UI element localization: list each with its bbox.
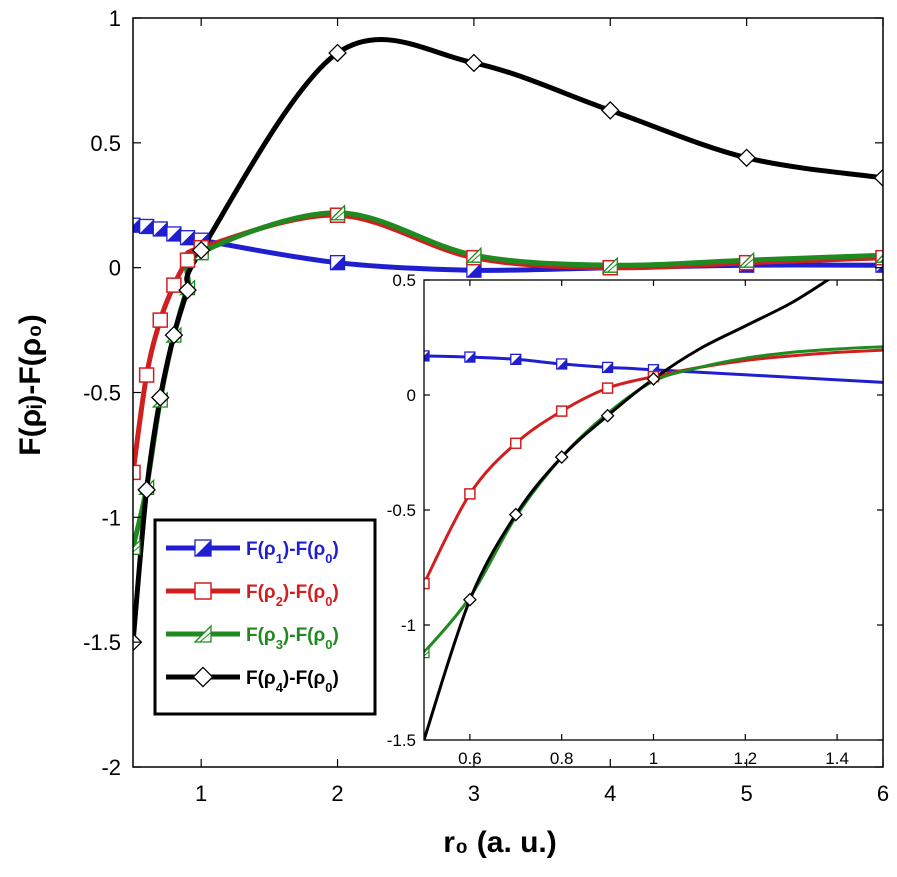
inset-series-3-point [424, 646, 430, 659]
main-series-2-point [133, 464, 141, 481]
inset-series-2-point [555, 405, 568, 417]
inset-x-tick-label: 1.2 [733, 749, 757, 768]
main-y-tick-label: 1 [109, 6, 121, 31]
inset-x-tick-label: 1 [649, 749, 658, 768]
main-series-line-4 [133, 37, 883, 645]
legend-item-1: F(ρ1)-F(ρ0) [166, 539, 339, 566]
main-series-3-point [133, 538, 141, 555]
inset-series-1-point [510, 353, 522, 366]
main-series-4-point [873, 168, 883, 188]
main-y-tick-label: -1 [101, 505, 121, 530]
inset-series-4-point [462, 592, 477, 607]
inset-series-2-point [601, 382, 614, 394]
main-y-tick-label: 0.5 [90, 131, 121, 156]
main-series-3-point [328, 204, 346, 221]
inset-series-4-point [554, 450, 569, 465]
main-plot: 1 2 3 4 5 6 -2 -1.5 -1 -0.5 0 0.5 1 [83, 6, 889, 806]
main-series-4-point [464, 53, 484, 73]
legend-marker [194, 582, 212, 600]
inset-series-4-point [646, 371, 661, 386]
inset-y-tick-label: -1 [401, 616, 416, 635]
main-series-1-point [179, 230, 196, 246]
inset-series-1-point [556, 358, 568, 370]
main-series-1-point [466, 262, 482, 278]
y-axis-title: F(ρᵢ)-F(ρ₀) [14, 314, 47, 455]
main-y-tick-label: -1.5 [83, 630, 121, 655]
inset-lines [424, 280, 883, 740]
legend-item-2: F(ρ2)-F(ρ0) [166, 582, 339, 609]
legend-item-3: F(ρ3)-F(ρ0) [166, 624, 339, 652]
main-y-tick-label: 0 [109, 256, 121, 281]
main-series-4-point [737, 148, 756, 168]
legend-label: F(ρ2)-F(ρ0) [246, 582, 339, 609]
inset-series-2-point [424, 577, 430, 590]
main-series-1-point [329, 255, 346, 271]
main-series-2-point [138, 367, 155, 383]
main-x-tick-label: 5 [741, 781, 753, 806]
main-series-4-point [191, 240, 211, 260]
main-x-tick-label: 4 [604, 781, 616, 806]
main-series-1-point [166, 226, 182, 242]
main-series-3-point [465, 246, 482, 263]
main-y-tick-label: -2 [101, 755, 121, 780]
legend-label: F(ρ3)-F(ρ0) [246, 625, 339, 652]
inset-series-1-point [601, 361, 614, 374]
x-axis-title: r₀ (a. u.) [443, 826, 557, 859]
inset-series-2-point [464, 488, 476, 500]
main-x-tick-label: 2 [331, 781, 343, 806]
main-series-4-point [164, 325, 184, 345]
inset-y-tick-label: -0.5 [387, 501, 416, 520]
main-x-tick-label: 1 [195, 781, 207, 806]
main-series-2-point [166, 277, 182, 293]
legend-marker [192, 666, 214, 688]
main-series-1-point [152, 221, 168, 237]
main-series-1-point [138, 218, 155, 235]
inset-x-tick-label: 0.6 [458, 749, 482, 768]
main-series-2-point [179, 252, 196, 268]
main-series-4-point [178, 280, 197, 300]
inset-background [424, 280, 883, 740]
legend-box [153, 518, 377, 716]
inset-series-4-point [600, 408, 615, 423]
legend-label: F(ρ4)-F(ρ0) [246, 668, 339, 695]
main-series-2-point [875, 249, 883, 266]
main-series-3-point [738, 251, 755, 268]
main-series-4-point [328, 43, 347, 63]
main-lines [133, 37, 883, 652]
inset-plot: 0.6 0.8 1 1.2 1.4 -1.5 -1 -0.5 0 0.5 [387, 271, 884, 768]
inset-y-tick-label: -1.5 [387, 731, 416, 750]
legend-marker [194, 539, 212, 557]
inset-x-tick-label: 1.4 [825, 749, 849, 768]
main-x-tick-label: 6 [877, 781, 889, 806]
main-series-2-point [152, 312, 169, 328]
main-series-4-point [137, 480, 156, 500]
inset-series-4-point [508, 507, 523, 522]
main-x-tick-label: 3 [468, 781, 480, 806]
inset-y-tick-label: 0.5 [392, 271, 416, 290]
main-y-tick-label: -0.5 [83, 381, 121, 406]
inset-y-tick-label: 0 [407, 386, 416, 405]
inset-x-tick-label: 0.8 [550, 749, 574, 768]
main-series-3-point [601, 256, 618, 273]
main-series-4-point [150, 388, 170, 407]
main-series-3-point [874, 254, 883, 263]
main-series-4-point [600, 101, 620, 120]
legend-label: F(ρ1)-F(ρ0) [246, 539, 339, 566]
inset-series-1-point [424, 350, 430, 362]
legend-item-4: F(ρ4)-F(ρ0) [166, 666, 339, 695]
inset-series-2-point [510, 437, 522, 450]
inset-series-1-point [464, 351, 476, 363]
legend-marker [193, 624, 212, 643]
legend: F(ρ1)-F(ρ0) F(ρ2)-F(ρ0) F(ρ3)-F(ρ0) F(ρ4)-F… [153, 518, 377, 716]
